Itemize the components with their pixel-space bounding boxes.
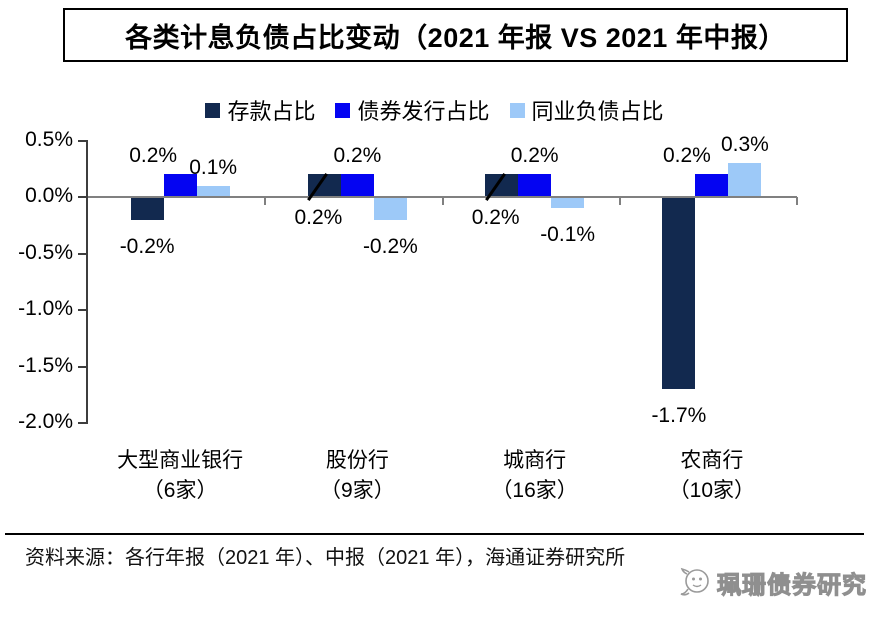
zero-axis-line [88,196,797,198]
legend-swatch-icon [335,102,351,118]
watermark: 珮珊债券研究 [678,564,867,600]
legend-label: 存款占比 [227,99,316,124]
y-tick-label: 0.5% [25,127,73,151]
chart-title: 各类计息负债占比变动（2021 年报 VS 2021 年中报） [125,22,786,53]
y-axis-line [86,140,88,424]
source-note: 资料来源：各行年报（2021 年）、中报（2021 年），海通证券研究所 [25,547,626,569]
data-label: 0.2% [471,206,520,229]
legend: 存款占比 债券发行占比 同业负债占比 [0,94,869,126]
category-count: （16家） [491,479,578,502]
data-label: -0.2% [119,234,175,258]
data-label: 0.2% [129,144,178,168]
y-tick-label: -1.5% [18,353,73,377]
category-name: 股份行 [325,449,389,472]
category-label: 大型商业银行 （6家） [75,446,285,506]
bar [373,197,407,220]
y-tick [78,252,87,255]
bar [130,197,164,220]
y-tick [78,422,87,424]
category-count: （9家） [320,479,395,502]
bar [662,197,696,390]
chart-title-box: 各类计息负债占比变动（2021 年报 VS 2021 年中报） [63,8,848,62]
y-tick-label: -1.0% [18,297,73,320]
legend-label: 债券发行占比 [357,99,490,124]
y-tick [78,309,87,311]
legend-item: 同业负债占比 [509,94,664,126]
data-label: 0.1% [189,155,238,179]
legend-label: 同业负债占比 [531,99,664,124]
y-tick [78,365,87,368]
bar [163,174,197,197]
x-tick [264,197,267,205]
category-label: 农商行 （10家） [607,446,817,506]
category-count: （6家） [142,479,218,502]
data-label: -0.2% [362,234,418,258]
category-count: （10家） [668,479,756,502]
data-label: -1.7% [651,404,707,428]
data-label: 0.2% [510,144,559,168]
divider-line [5,533,864,535]
legend-swatch-icon [509,102,525,118]
category-name: 大型商业银行 [117,449,244,472]
data-label: 0.2% [662,144,711,168]
category-label: 城商行 （16家） [430,446,640,506]
x-tick [796,197,798,205]
chat-bubble-bird-logo [680,567,709,596]
data-label: -0.1% [540,223,596,247]
bar [551,197,585,209]
legend-item: 债券发行占比 [335,94,490,126]
y-tick [78,196,87,198]
category-label: 股份行 （9家） [252,446,462,506]
bar [518,174,552,197]
x-tick [618,197,621,205]
category-name: 城商行 [503,449,567,472]
bar [728,163,762,197]
x-tick [441,197,444,205]
y-tick-label: 0.0% [25,184,73,207]
y-tick [78,139,87,142]
legend-swatch-icon [205,102,221,118]
bar [196,185,230,197]
bar [695,174,729,197]
data-label: 0.3% [720,133,769,157]
category-name: 农商行 [680,449,744,472]
y-tick-label: -2.0% [18,410,73,433]
watermark-text: 珮珊债券研究 [717,571,867,599]
bar [340,174,374,197]
data-label: 0.2% [333,144,382,168]
legend-item: 存款占比 [205,94,315,126]
y-tick-label: -0.5% [18,240,73,264]
data-label: 0.2% [294,206,343,229]
